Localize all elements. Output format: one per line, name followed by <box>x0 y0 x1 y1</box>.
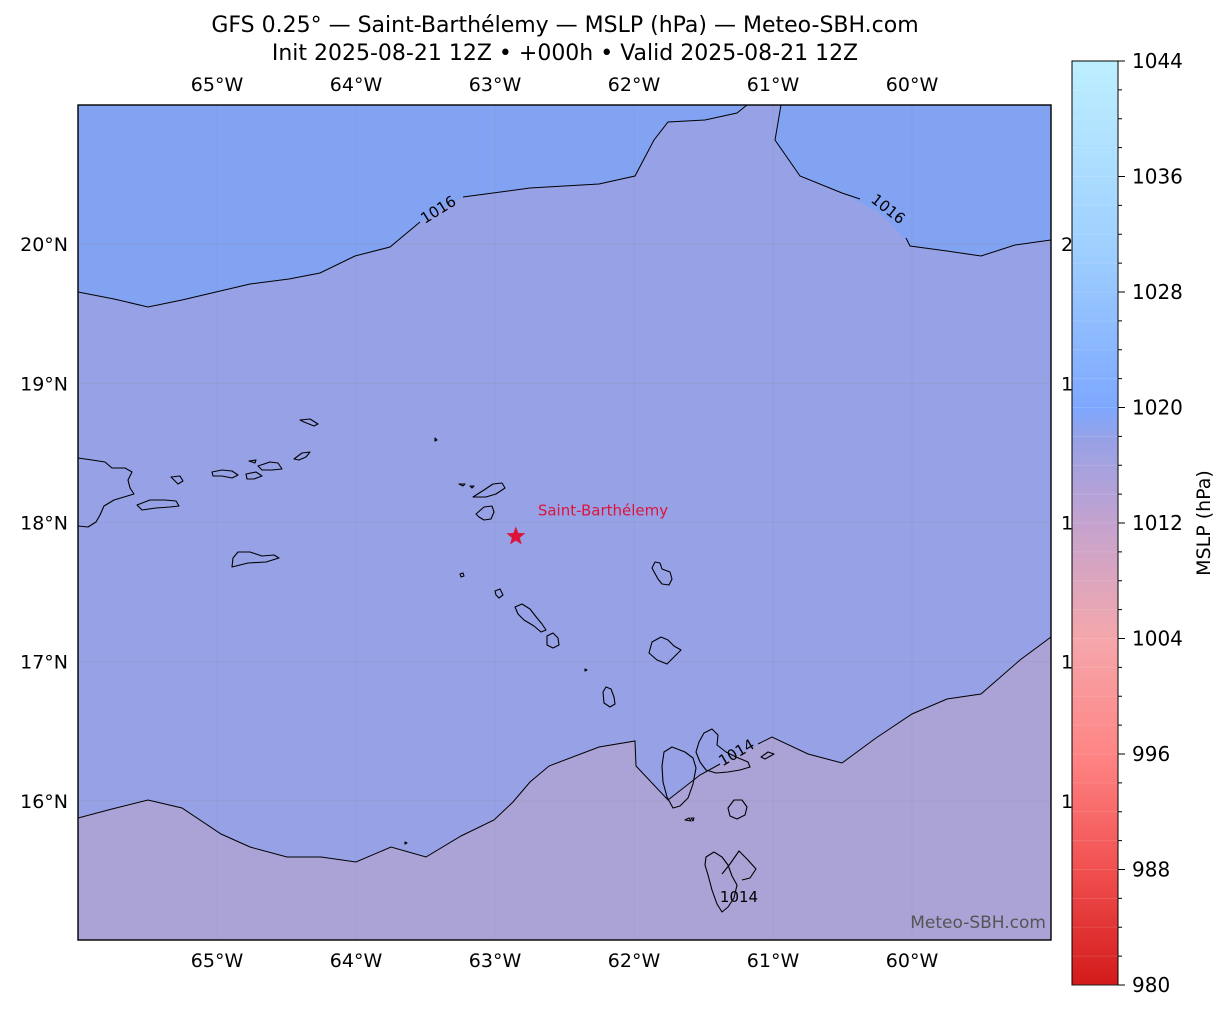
pressure-zone-high <box>78 105 747 307</box>
colorbar-bands <box>1072 89 1118 986</box>
lon-tick-label: 60°W <box>886 950 939 972</box>
pressure-zone-high <box>775 105 1051 256</box>
map-frame <box>77 104 1052 941</box>
lat-tick-label: 18°N <box>20 513 68 535</box>
colorbar-tick-label: 1044 <box>1132 49 1183 73</box>
lon-tick-label: 63°W <box>469 74 522 96</box>
colorbar-tick-label: 996 <box>1132 742 1170 766</box>
st-kitts-island <box>514 603 547 633</box>
lon-tick-label: 63°W <box>469 950 522 972</box>
lon-tick-label: 61°W <box>747 74 800 96</box>
st-eustatius-island <box>494 588 504 599</box>
puerto-rico-coast <box>78 457 135 528</box>
montserrat-island <box>602 686 616 708</box>
lat-ticks-left: 20°N 19°N 18°N 17°N 16°N <box>20 234 68 813</box>
lat-tick-label-right: 1 <box>1061 652 1073 674</box>
isobar-1016-west <box>78 105 748 308</box>
lon-tick-label: 61°W <box>747 950 800 972</box>
marker-label: Saint-Barthélemy <box>538 501 668 519</box>
virgin-gorda-island <box>293 451 311 461</box>
colorbar-ticks: 1044 1036 1028 1020 1012 1004 996 988 980 <box>1118 49 1183 997</box>
lon-tick-label: 65°W <box>191 950 244 972</box>
lat-tick-label-right: 1 <box>1061 373 1073 395</box>
lon-ticks-bottom: 65°W 64°W 63°W 62°W 61°W 60°W <box>191 950 939 972</box>
dominica-east-coast <box>721 850 757 881</box>
st-john-island <box>245 471 263 480</box>
lat-tick-label: 20°N <box>20 234 68 256</box>
colorbar-tick-label: 1012 <box>1132 511 1183 535</box>
colorbar-tick-label: 1004 <box>1132 627 1183 651</box>
barbuda-island <box>651 561 673 586</box>
lon-tick-label: 64°W <box>330 74 383 96</box>
la-desirade-island <box>760 751 775 760</box>
lat-tick-label: 17°N <box>20 652 68 674</box>
colorbar-tick-label: 1028 <box>1132 280 1183 304</box>
pressure-zone-low <box>78 637 1051 940</box>
lat-ticks-right: 2 1 1 1 1 <box>1061 234 1073 813</box>
isobars <box>78 105 1051 863</box>
anguilla-island <box>472 482 506 498</box>
isobar-1016-east <box>774 105 1051 257</box>
lat-tick-label: 16°N <box>20 791 68 813</box>
sombrero-island <box>434 437 438 442</box>
coastlines <box>78 418 775 913</box>
les-saintes-island <box>684 817 695 822</box>
lon-tick-label: 60°W <box>886 74 939 96</box>
colorbar-tick-label: 1036 <box>1132 165 1183 189</box>
redonda-island <box>584 668 588 672</box>
saint-martin-island <box>475 505 495 521</box>
star-marker-icon <box>506 526 526 545</box>
culebra-island <box>170 475 184 485</box>
colorbar-tick-label: 1020 <box>1132 396 1183 420</box>
lat-tick-label-right: 2 <box>1061 234 1073 256</box>
chart-title: GFS 0.25° — Saint-Barthélemy — MSLP (hPa… <box>211 13 919 38</box>
guadeloupe-basse-terre <box>661 746 697 809</box>
marie-galante-island <box>727 799 748 820</box>
anegada-island <box>299 418 319 427</box>
gridlines <box>78 105 1051 940</box>
dominica-island <box>704 851 738 913</box>
aves-islet <box>404 841 408 845</box>
tortola-island <box>257 461 283 471</box>
lon-tick-label: 65°W <box>191 74 244 96</box>
colorbar-gradient <box>1071 60 1119 986</box>
lat-tick-label-right: 1 <box>1061 513 1073 535</box>
lat-tick-label-right: 1 <box>1061 791 1073 813</box>
guadeloupe-grande-terre <box>695 728 751 774</box>
lat-tick-label: 19°N <box>20 373 68 395</box>
colorbar-label: MSLP (hPa) <box>1193 470 1215 576</box>
nevis-island <box>546 632 560 649</box>
lon-ticks-top: 65°W 64°W 63°W 62°W 61°W 60°W <box>191 74 939 96</box>
pressure-field <box>78 105 1051 940</box>
bvi-small-island <box>248 459 257 464</box>
lon-tick-label: 64°W <box>330 950 383 972</box>
lon-tick-label: 62°W <box>608 74 661 96</box>
watermark: Meteo-SBH.com <box>910 913 1046 933</box>
colorbar-tick-label: 980 <box>1132 973 1170 997</box>
isobar-label: 1014 <box>720 888 758 906</box>
colorbar-tick-label: 988 <box>1132 858 1170 882</box>
vieques-island <box>136 499 180 511</box>
colorbar: 1044 1036 1028 1020 1012 1004 996 988 980 MSLP (… <box>1071 49 1215 997</box>
anguilla-cays <box>458 483 475 489</box>
isobar-1014 <box>78 636 1051 863</box>
chart-subtitle: Init 2025-08-21 12Z • +000h • Valid 2025… <box>271 41 859 66</box>
location-marker: Saint-Barthélemy <box>506 501 668 545</box>
antigua-island <box>648 636 682 665</box>
st-thomas-island <box>211 469 239 479</box>
st-croix-island <box>231 551 280 568</box>
saba-island <box>459 572 465 578</box>
lon-tick-label: 62°W <box>608 950 661 972</box>
